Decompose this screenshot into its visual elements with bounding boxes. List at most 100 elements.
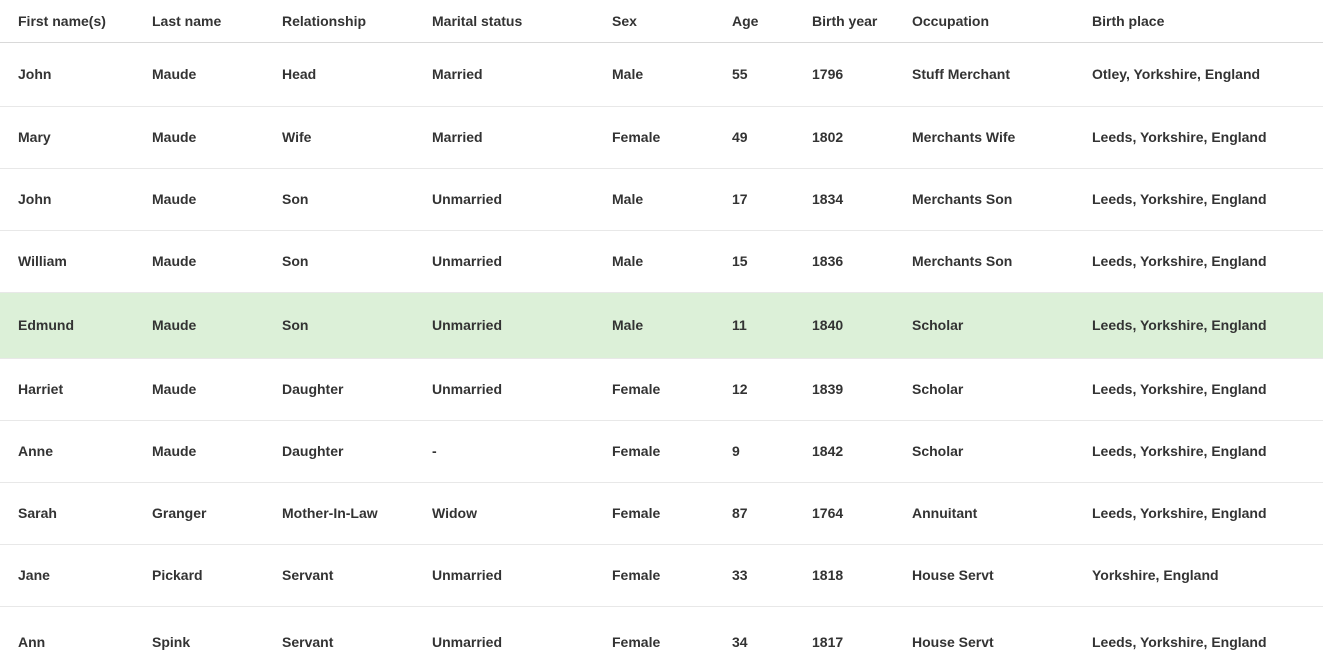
cell: 1802	[804, 106, 904, 168]
cell: Daughter	[274, 358, 424, 420]
cell: Son	[274, 230, 424, 292]
cell: Widow	[424, 482, 604, 544]
cell: 1840	[804, 292, 904, 358]
table-row[interactable]: JanePickardServantUnmarriedFemale331818H…	[0, 544, 1323, 606]
cell: Yorkshire, England	[1084, 544, 1323, 606]
cell: Unmarried	[424, 230, 604, 292]
table-row[interactable]: JohnMaudeSonUnmarriedMale171834Merchants…	[0, 168, 1323, 230]
cell: Annuitant	[904, 482, 1084, 544]
cell: 33	[724, 544, 804, 606]
cell: 87	[724, 482, 804, 544]
cell: Maude	[144, 230, 274, 292]
cell: Harriet	[0, 358, 144, 420]
table-row[interactable]: AnneMaudeDaughter-Female91842ScholarLeed…	[0, 420, 1323, 482]
cell: Son	[274, 292, 424, 358]
cell: House Servt	[904, 544, 1084, 606]
cell: Mary	[0, 106, 144, 168]
cell: Maude	[144, 42, 274, 106]
cell: 12	[724, 358, 804, 420]
cell: Unmarried	[424, 292, 604, 358]
col-header-relationship: Relationship	[274, 0, 424, 42]
table-row[interactable]: JohnMaudeHeadMarriedMale551796Stuff Merc…	[0, 42, 1323, 106]
cell: Leeds, Yorkshire, England	[1084, 606, 1323, 654]
cell: Maude	[144, 106, 274, 168]
cell: Edmund	[0, 292, 144, 358]
cell: Scholar	[904, 358, 1084, 420]
cell: Sarah	[0, 482, 144, 544]
cell: 1839	[804, 358, 904, 420]
cell: 11	[724, 292, 804, 358]
cell: 1796	[804, 42, 904, 106]
cell: Servant	[274, 544, 424, 606]
col-header-marital: Marital status	[424, 0, 604, 42]
cell: Leeds, Yorkshire, England	[1084, 482, 1323, 544]
cell: Leeds, Yorkshire, England	[1084, 168, 1323, 230]
cell: Stuff Merchant	[904, 42, 1084, 106]
cell: Female	[604, 606, 724, 654]
col-header-birthyear: Birth year	[804, 0, 904, 42]
cell: Granger	[144, 482, 274, 544]
table-row[interactable]: AnnSpinkServantUnmarriedFemale341817Hous…	[0, 606, 1323, 654]
cell: Spink	[144, 606, 274, 654]
cell: Male	[604, 42, 724, 106]
cell: Ann	[0, 606, 144, 654]
cell: 15	[724, 230, 804, 292]
cell: Scholar	[904, 292, 1084, 358]
cell: 1764	[804, 482, 904, 544]
cell: Female	[604, 544, 724, 606]
col-header-sex: Sex	[604, 0, 724, 42]
cell: 9	[724, 420, 804, 482]
cell: 49	[724, 106, 804, 168]
census-table: First name(s) Last name Relationship Mar…	[0, 0, 1323, 654]
cell: Unmarried	[424, 168, 604, 230]
table-row[interactable]: EdmundMaudeSonUnmarriedMale111840Scholar…	[0, 292, 1323, 358]
cell: Male	[604, 292, 724, 358]
cell: Maude	[144, 358, 274, 420]
cell: -	[424, 420, 604, 482]
cell: Mother-In-Law	[274, 482, 424, 544]
cell: Wife	[274, 106, 424, 168]
cell: William	[0, 230, 144, 292]
cell: Jane	[0, 544, 144, 606]
cell: Son	[274, 168, 424, 230]
cell: Pickard	[144, 544, 274, 606]
cell: Married	[424, 42, 604, 106]
cell: Daughter	[274, 420, 424, 482]
cell: Female	[604, 106, 724, 168]
cell: Merchants Son	[904, 230, 1084, 292]
cell: 1817	[804, 606, 904, 654]
col-header-age: Age	[724, 0, 804, 42]
table-row[interactable]: SarahGrangerMother-In-LawWidowFemale8717…	[0, 482, 1323, 544]
cell: Leeds, Yorkshire, England	[1084, 358, 1323, 420]
col-header-occupation: Occupation	[904, 0, 1084, 42]
cell: Male	[604, 230, 724, 292]
cell: Male	[604, 168, 724, 230]
table-row[interactable]: WilliamMaudeSonUnmarriedMale151836Mercha…	[0, 230, 1323, 292]
table-row[interactable]: MaryMaudeWifeMarriedFemale491802Merchant…	[0, 106, 1323, 168]
col-header-firstname: First name(s)	[0, 0, 144, 42]
cell: Female	[604, 420, 724, 482]
cell: Head	[274, 42, 424, 106]
cell: 1834	[804, 168, 904, 230]
cell: House Servt	[904, 606, 1084, 654]
cell: Otley, Yorkshire, England	[1084, 42, 1323, 106]
table-header: First name(s) Last name Relationship Mar…	[0, 0, 1323, 42]
cell: Female	[604, 358, 724, 420]
table-row[interactable]: HarrietMaudeDaughterUnmarriedFemale12183…	[0, 358, 1323, 420]
cell: Unmarried	[424, 606, 604, 654]
table-body: JohnMaudeHeadMarriedMale551796Stuff Merc…	[0, 42, 1323, 654]
cell: Leeds, Yorkshire, England	[1084, 292, 1323, 358]
cell: Merchants Wife	[904, 106, 1084, 168]
cell: Maude	[144, 292, 274, 358]
cell: Leeds, Yorkshire, England	[1084, 420, 1323, 482]
cell: 1836	[804, 230, 904, 292]
cell: Leeds, Yorkshire, England	[1084, 230, 1323, 292]
cell: 17	[724, 168, 804, 230]
cell: 1818	[804, 544, 904, 606]
cell: 1842	[804, 420, 904, 482]
cell: John	[0, 168, 144, 230]
cell: Female	[604, 482, 724, 544]
col-header-lastname: Last name	[144, 0, 274, 42]
cell: Unmarried	[424, 544, 604, 606]
cell: Merchants Son	[904, 168, 1084, 230]
